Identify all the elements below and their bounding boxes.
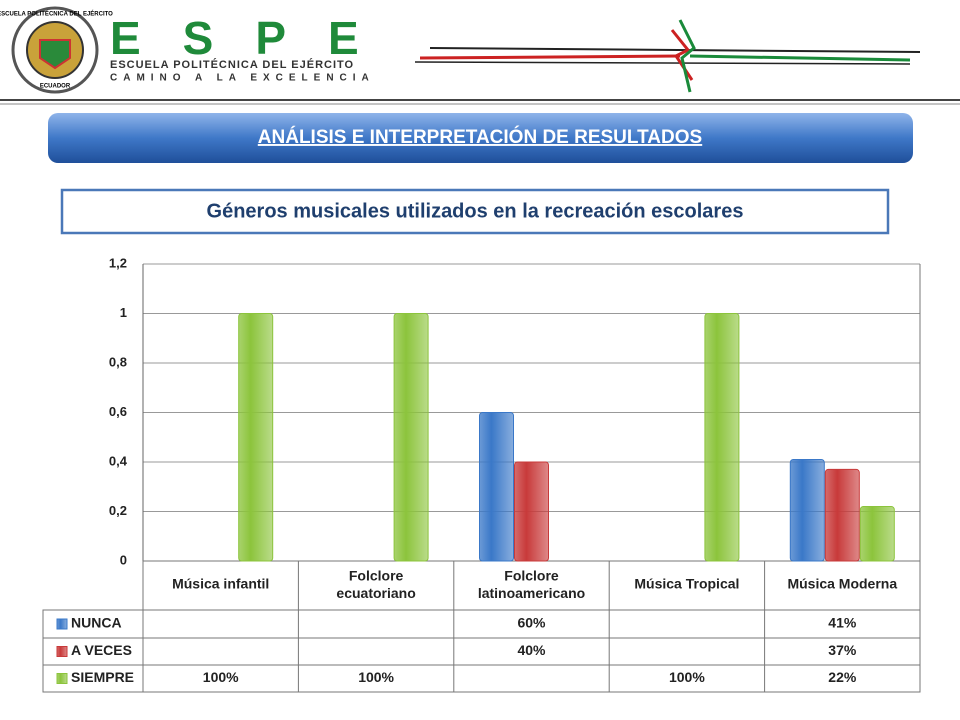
- legend-label: A VECES: [71, 642, 132, 658]
- data-label: 40%: [517, 642, 546, 658]
- x-tick-label: Folclore latinoamericano: [478, 567, 585, 601]
- data-label: 41%: [828, 615, 857, 631]
- y-tick-label: 1,2: [109, 255, 127, 270]
- banner-box: [48, 113, 913, 163]
- bar: [238, 313, 274, 562]
- motto: CAMINO A LA EXCELENCIA: [110, 73, 375, 84]
- bar: [393, 313, 429, 562]
- x-tick-label: Música infantil: [172, 576, 269, 592]
- data-label: 60%: [517, 615, 546, 631]
- decor-lines: [0, 19, 960, 105]
- logo: ESCUELA POLITÉCNICA DEL EJÉRCITO ECUADOR: [0, 6, 113, 94]
- table-frame: [42, 609, 921, 693]
- y-tick-label: 0,2: [109, 503, 127, 518]
- title-box: [60, 188, 890, 235]
- data-label: 100%: [358, 669, 394, 685]
- data-label: 100%: [669, 669, 705, 685]
- bar: [789, 459, 825, 562]
- y-tick-label: 0: [120, 552, 127, 567]
- x-tick-label: Folclore ecuatoriano: [336, 567, 415, 601]
- brand: ESPE: [110, 12, 401, 64]
- brand-sub: ESCUELA POLITÉCNICA DEL EJÉRCITO: [110, 58, 354, 71]
- x-tick-label: Música Moderna: [787, 576, 897, 592]
- chart-title: Géneros musicales utilizados en la recre…: [207, 200, 744, 222]
- y-tick-label: 0,4: [109, 453, 128, 468]
- legend-key: [56, 646, 68, 657]
- legend-key: [56, 618, 68, 630]
- bar: [824, 468, 860, 562]
- data-label: 100%: [203, 669, 239, 685]
- bar: [704, 313, 740, 562]
- bar: [514, 461, 549, 562]
- logo-country: ECUADOR: [40, 84, 71, 90]
- data-label: 22%: [828, 669, 857, 685]
- legend-label: SIEMPRE: [71, 669, 134, 685]
- y-tick-label: 0,8: [109, 354, 127, 369]
- banner: ANÁLISIS E INTERPRETACIÓN DE RESULTADOS: [258, 126, 702, 148]
- legend-key: [56, 673, 68, 684]
- logo-ring: ESCUELA POLITÉCNICA DEL EJÉRCITO: [0, 10, 113, 18]
- bar: [859, 506, 895, 562]
- legend-label: NUNCA: [71, 615, 122, 631]
- bar: [479, 412, 514, 562]
- x-tick-label: Música Tropical: [634, 576, 739, 592]
- y-tick-label: 0,6: [109, 404, 127, 419]
- data-label: 37%: [828, 642, 857, 658]
- y-tick-label: 1: [120, 305, 127, 320]
